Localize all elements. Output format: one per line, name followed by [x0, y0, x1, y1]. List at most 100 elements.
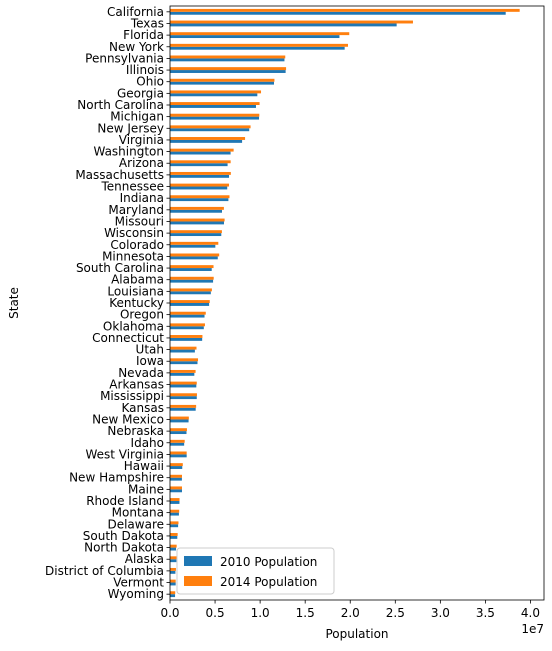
- bar-2014-idaho: [170, 439, 185, 443]
- x-tick-label: 0.0: [160, 606, 179, 620]
- y-tick-label: Missouri: [115, 214, 164, 228]
- bar-2014-west-virginia: [170, 451, 187, 455]
- y-tick-label: North Carolina: [77, 98, 164, 112]
- y-tick-label: Nebraska: [107, 424, 164, 438]
- bar-2014-rhode-island: [170, 498, 180, 501]
- bar-2010-massachusetts: [170, 174, 230, 178]
- bar-2014-wisconsin: [170, 230, 222, 234]
- bar-2014-new-mexico: [170, 416, 189, 420]
- y-tick-label: New Mexico: [92, 412, 164, 426]
- bar-2014-maryland: [170, 206, 224, 210]
- bar-2014-georgia: [170, 90, 262, 94]
- bar-2010-minnesota: [170, 256, 218, 260]
- y-tick-label: Maryland: [108, 203, 164, 217]
- bar-2010-mississippi: [170, 396, 197, 400]
- bar-2014-delaware: [170, 521, 179, 525]
- bar-2010-arkansas: [170, 384, 197, 388]
- y-tick-label: Vermont: [113, 576, 164, 590]
- y-tick-label: North Dakota: [84, 541, 164, 555]
- x-tick-label: 1.0: [251, 606, 270, 620]
- y-tick-label: Arkansas: [109, 378, 164, 392]
- bar-2010-nevada: [170, 372, 195, 376]
- y-tick-label: Massachusetts: [75, 168, 164, 182]
- bar-2014-wyoming: [170, 591, 176, 595]
- bar-2010-south-carolina: [170, 268, 212, 271]
- bar-2010-new-york: [170, 46, 345, 50]
- bar-2014-colorado: [170, 241, 219, 245]
- bar-2010-connecticut: [170, 337, 203, 341]
- bar-2014-oregon: [170, 311, 206, 315]
- bar-2014-oklahoma: [170, 323, 205, 327]
- legend: 2010 Population 2014 Population: [176, 547, 335, 595]
- bar-2014-kentucky: [170, 300, 210, 303]
- y-tick-label: Nevada: [118, 366, 164, 380]
- bar-2014-florida: [170, 32, 350, 36]
- y-tick-label: Washington: [93, 145, 164, 159]
- bar-2010-vermont: [170, 582, 176, 586]
- y-tick-label: Wisconsin: [104, 226, 164, 240]
- y-tick-label: New Jersey: [97, 121, 164, 135]
- bar-2014-new-york: [170, 43, 348, 47]
- y-tick-label: South Carolina: [76, 261, 164, 275]
- bar-2010-wisconsin: [170, 233, 222, 237]
- y-tick-label: Florida: [123, 28, 164, 42]
- y-tick-label: District of Columbia: [45, 564, 164, 578]
- bar-2010-georgia: [170, 93, 258, 97]
- y-tick-label: Texas: [130, 16, 164, 30]
- x-tick-label: 3.0: [431, 606, 450, 620]
- bar-2010-kansas: [170, 407, 196, 411]
- bar-2010-california: [170, 11, 506, 15]
- bar-2010-michigan: [170, 116, 260, 120]
- y-tick-label: Georgia: [117, 86, 164, 100]
- bar-2014-massachusetts: [170, 171, 231, 175]
- bar-2010-washington: [170, 151, 231, 155]
- bar-2010-west-virginia: [170, 454, 187, 458]
- bar-2014-alaska: [170, 556, 177, 560]
- y-tick-label: Virginia: [119, 133, 164, 147]
- y-tick-label: Kentucky: [109, 296, 164, 310]
- bar-2014-south-dakota: [170, 533, 178, 536]
- y-tick-label: Minnesota: [102, 249, 164, 263]
- x-ticks-layer: 0.0 0.5 1.0 1.5 2.0 2.5 3.0 3.5 4.0: [160, 600, 540, 620]
- bar-2010-north-carolina: [170, 105, 256, 108]
- x-tick-label: 1.5: [296, 606, 315, 620]
- y-tick-label: Connecticut: [92, 331, 164, 345]
- bar-2014-north-dakota: [170, 544, 177, 548]
- bar-2010-new-jersey: [170, 128, 250, 132]
- bar-2010-idaho: [170, 442, 185, 446]
- bar-2010-montana: [170, 512, 179, 516]
- x-tick-label: 3.5: [476, 606, 495, 620]
- bar-2014-nebraska: [170, 428, 187, 432]
- legend-box: [176, 547, 335, 595]
- bar-2014-new-jersey: [170, 125, 251, 129]
- bar-2010-pennsylvania: [170, 58, 285, 62]
- bar-2014-missouri: [170, 218, 225, 222]
- bar-2010-hawaii: [170, 466, 183, 469]
- y-tick-label: New Hampshire: [69, 471, 164, 485]
- y-tick-label: Montana: [112, 506, 164, 520]
- bar-2010-arizona: [170, 163, 228, 167]
- y-tick-label: Michigan: [110, 110, 164, 124]
- x-tick-label: 0.5: [206, 606, 225, 620]
- bar-2010-alaska: [170, 559, 177, 563]
- legend-swatch-2014: [184, 576, 212, 586]
- bar-2014-illinois: [170, 67, 287, 71]
- bar-2014-washington: [170, 148, 234, 152]
- y-tick-label: Indiana: [120, 191, 164, 205]
- y-tick-label: Colorado: [110, 238, 164, 252]
- bar-2014-virginia: [170, 137, 246, 140]
- bar-2010-new-hampshire: [170, 477, 182, 481]
- bar-2010-indiana: [170, 198, 229, 202]
- x-axis-label: Population: [325, 627, 388, 641]
- bar-2010-wyoming: [170, 594, 176, 598]
- bar-2010-maine: [170, 489, 182, 493]
- bar-2010-north-dakota: [170, 547, 177, 551]
- bar-2010-delaware: [170, 524, 179, 528]
- bar-2014-alabama: [170, 276, 214, 280]
- y-tick-label: New York: [109, 40, 164, 54]
- y-tick-label: Rhode Island: [86, 494, 164, 508]
- bar-2014-north-carolina: [170, 102, 260, 105]
- bar-2010-kentucky: [170, 303, 210, 306]
